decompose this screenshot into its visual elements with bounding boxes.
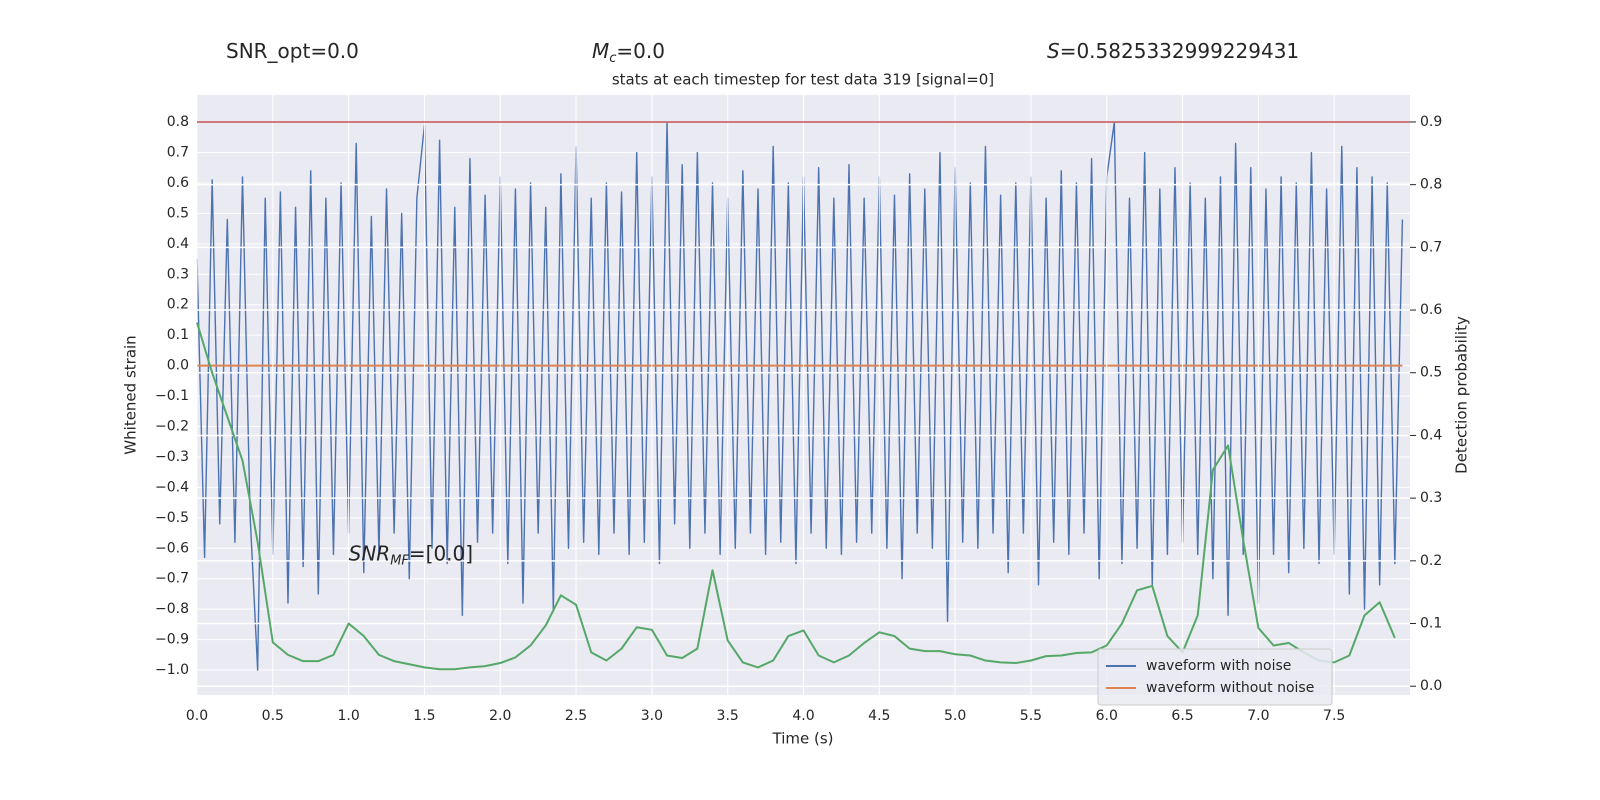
x-tick-label: 0.0 <box>186 708 208 724</box>
chart-title: stats at each timestep for test data 319… <box>612 71 994 89</box>
legend-label: waveform without noise <box>1146 680 1314 696</box>
y-tick-label: 0.4 <box>167 236 189 252</box>
y-tick-label: −0.6 <box>155 540 189 556</box>
y-axis-label: Whitened strain <box>122 335 140 454</box>
y2-tick-label: 0.4 <box>1420 427 1442 443</box>
x-tick-label: 6.5 <box>1171 708 1193 724</box>
y2-tick-label: 0.1 <box>1420 616 1442 632</box>
y-tick-label: −0.3 <box>155 449 189 465</box>
header-score: S=0.5825332999229431 <box>1047 39 1299 63</box>
x-tick-label: 5.5 <box>1020 708 1042 724</box>
y-tick-label: −0.9 <box>155 632 189 648</box>
annotation-part: MF <box>390 553 409 568</box>
y2-tick-label: 0.5 <box>1420 365 1442 381</box>
y2-tick-label: 0.3 <box>1420 490 1442 506</box>
y2-axis-label: Detection probability <box>1453 316 1471 474</box>
annotation: SNRMF=[0.0] <box>349 541 473 568</box>
header-subscript: c <box>609 51 616 66</box>
header-text: =0.5825332999229431 <box>1060 39 1299 63</box>
header-snr-opt: SNR_opt=0.0 <box>226 39 359 63</box>
y-tick-label: −0.5 <box>155 510 189 526</box>
y-tick-label: −0.8 <box>155 601 189 617</box>
y-tick-label: 0.8 <box>167 114 189 130</box>
y-tick-label: 0.0 <box>167 358 189 374</box>
annotation-part: SNR <box>349 541 391 565</box>
header-symbol: S <box>1047 39 1060 63</box>
x-tick-label: 5.0 <box>944 708 966 724</box>
x-tick-label: 0.5 <box>262 708 284 724</box>
legend-box <box>1097 648 1333 706</box>
x-tick-label: 3.5 <box>717 708 739 724</box>
x-tick-label: 4.5 <box>868 708 890 724</box>
y-tick-label: 0.7 <box>167 145 189 161</box>
x-tick-label: 1.0 <box>337 708 359 724</box>
y-tick-label: 0.6 <box>167 175 189 191</box>
y2-tick-label: 0.2 <box>1420 553 1442 569</box>
y-tick-label: 0.2 <box>167 297 189 313</box>
y-tick-label: 0.1 <box>167 327 189 343</box>
header-text: =0.0 <box>616 39 665 63</box>
y2-tick-label: 0.0 <box>1420 678 1442 694</box>
y2-tick-label: 0.9 <box>1420 114 1442 130</box>
y-tick-label: 0.5 <box>167 205 189 221</box>
series-line <box>196 322 1396 671</box>
y-tick-label: −0.7 <box>155 571 189 587</box>
y2-tick-label: 0.8 <box>1420 177 1442 193</box>
y-tick-label: −1.0 <box>155 662 189 678</box>
y-tick-label: −0.1 <box>155 388 189 404</box>
x-tick-label: 7.0 <box>1247 708 1269 724</box>
annotation-part: =[0.0] <box>409 541 473 565</box>
x-tick-label: 2.5 <box>565 708 587 724</box>
x-tick-label: 4.0 <box>792 708 814 724</box>
x-tick-label: 6.0 <box>1096 708 1118 724</box>
x-tick-label: 7.5 <box>1323 708 1345 724</box>
legend-label: waveform with noise <box>1146 658 1291 674</box>
x-axis-label: Time (s) <box>772 730 834 748</box>
header-symbol: M <box>592 39 609 63</box>
y-tick-label: 0.3 <box>167 266 189 282</box>
x-tick-label: 1.5 <box>413 708 435 724</box>
y2-tick-label: 0.6 <box>1420 302 1442 318</box>
header-text: SNR_opt=0.0 <box>226 39 359 63</box>
y-tick-label: −0.4 <box>155 479 189 495</box>
y2-tick-label: 0.7 <box>1420 239 1442 255</box>
y-tick-label: −0.2 <box>155 419 189 435</box>
x-tick-label: 2.0 <box>489 708 511 724</box>
x-tick-label: 3.0 <box>641 708 663 724</box>
header-chirp-mass: Mc=0.0 <box>592 39 665 66</box>
